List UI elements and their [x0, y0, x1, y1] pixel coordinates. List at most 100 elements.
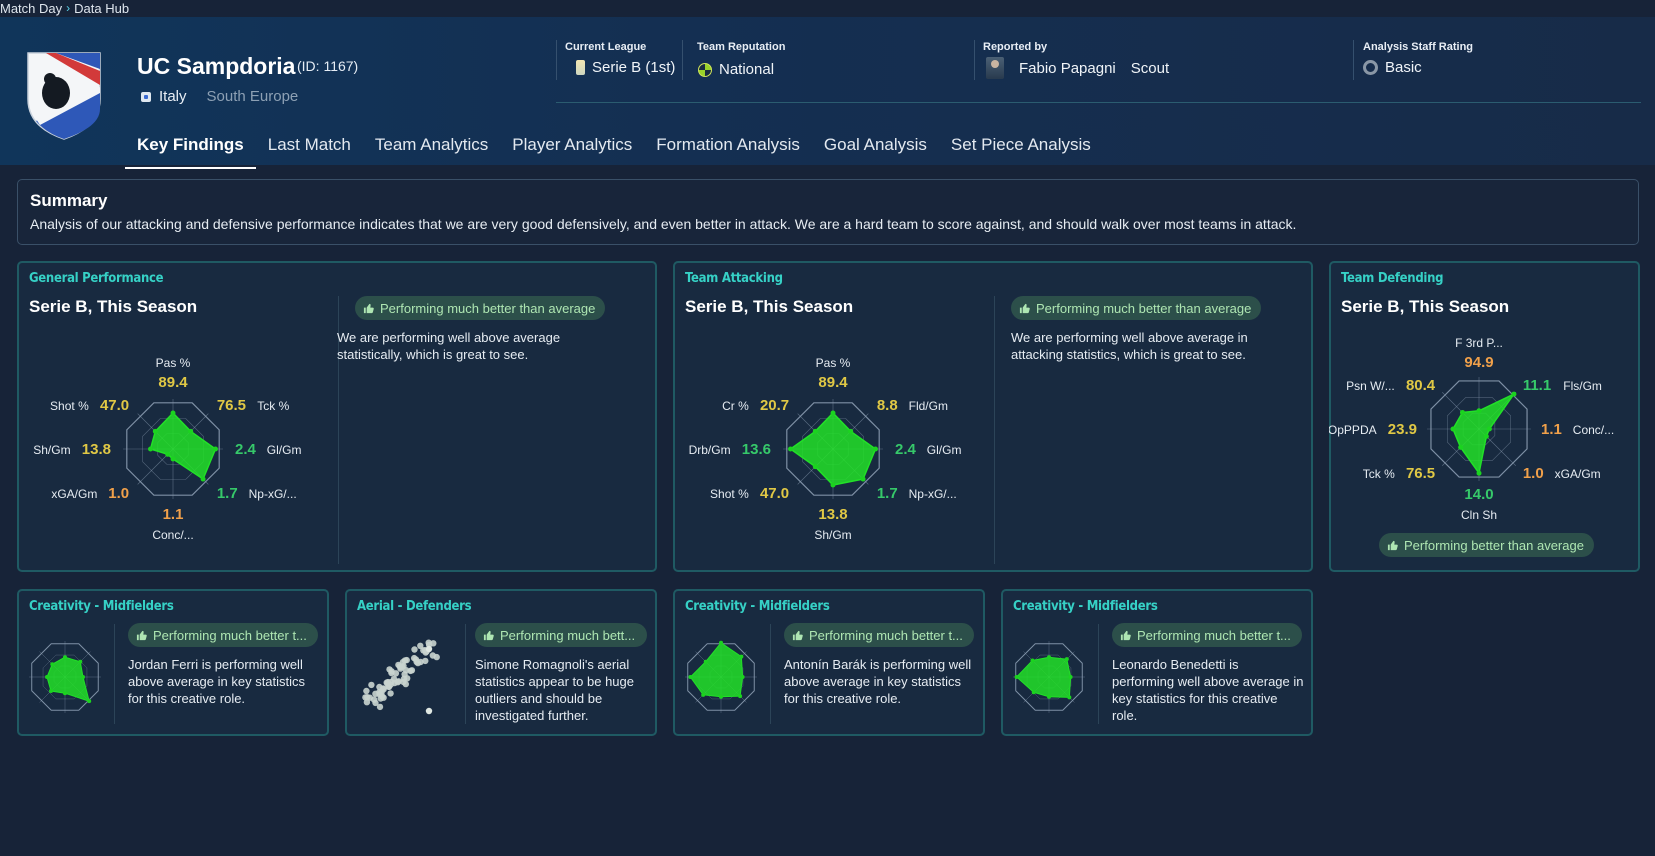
radar-axis-label: 2.4 Gl/Gm	[235, 441, 301, 458]
creativity-midfielders-card[interactable]: Creativity - Midfielders Performing much…	[17, 589, 329, 736]
scatter-point	[368, 681, 375, 689]
divider	[1353, 40, 1354, 80]
tab-set-piece-analysis[interactable]: Set Piece Analysis	[950, 135, 1091, 154]
card-title: Serie B, This Season	[685, 297, 854, 316]
divider	[974, 40, 975, 80]
axis-name: Shot %	[50, 399, 89, 413]
radar-data-point	[860, 476, 866, 482]
tab-last-match[interactable]: Last Match	[267, 135, 351, 154]
radar-axis-label: 11.1 Fls/Gm	[1523, 377, 1602, 394]
player-radar	[1013, 641, 1085, 713]
card-description: Leonardo Benedetti is performing well ab…	[1112, 657, 1304, 723]
scatter-point	[425, 707, 433, 715]
scatter-point	[384, 680, 391, 687]
country-name[interactable]: Italy	[159, 88, 187, 105]
current-league-label: Current League	[565, 41, 647, 53]
radar-data-point	[1030, 658, 1035, 663]
tab-team-analytics[interactable]: Team Analytics	[374, 135, 489, 154]
team-reputation-label: Team Reputation	[697, 41, 786, 53]
team-attacking-radar: Pas % 89.4 8.8 Fld/Gm 2.4 Gl/Gm 1.7 Np-xG/... Sh…	[689, 356, 962, 542]
radar-grid-ring	[1446, 396, 1512, 462]
radar-data-point	[719, 640, 723, 645]
radar-data-point	[740, 675, 745, 679]
divider	[682, 40, 683, 80]
league-name: Serie B (1st)	[592, 59, 676, 76]
creativity-midfielders-card[interactable]: Creativity - Midfielders Performing much…	[673, 589, 985, 736]
radar-axis-label: 1.1 Conc/...	[1541, 421, 1614, 438]
radar-data-point	[1483, 433, 1489, 439]
tab-player-analytics[interactable]: Player Analytics	[512, 135, 633, 154]
radar-data-point	[738, 694, 743, 699]
scatter-point	[376, 683, 383, 691]
performance-badge: Performing much better than average	[1011, 296, 1262, 320]
team-header: UC Sampdoria (ID: 1167) Italy South Euro…	[0, 17, 1655, 169]
tab-key-findings[interactable]: Key Findings	[125, 121, 256, 169]
radar-axis-label: 2.4 Gl/Gm	[895, 441, 961, 458]
region-name: South Europe	[206, 88, 299, 105]
radar-axis-label: 1.0 xGA/Gm	[1523, 465, 1601, 482]
radar-data-area	[789, 411, 877, 486]
card-description: Simone Romagnoli's aerial statistics app…	[475, 657, 634, 723]
aerial-defenders-card[interactable]: Aerial - Defenders Performing much bett.…	[345, 589, 657, 736]
breadcrumb-match-day[interactable]: Match Day	[0, 0, 63, 16]
axis-value: 1.1	[1541, 421, 1562, 438]
player-radar	[685, 640, 757, 713]
card-description: Jordan Ferri is performing well above av…	[128, 657, 306, 706]
general-performance-card[interactable]: General Performance Serie B, This Season…	[17, 261, 657, 572]
analysis-rating-value: Basic	[1363, 59, 1422, 76]
scatter-point	[380, 694, 387, 701]
axis-name: Fld/Gm	[909, 399, 948, 413]
axis-name: Np-xG/...	[249, 487, 297, 501]
divider	[994, 296, 995, 564]
tab-formation-analysis[interactable]: Formation Analysis	[656, 135, 800, 154]
team-defending-card[interactable]: Team Defending Serie B, This Season F 3r…	[1329, 261, 1640, 572]
scout-info[interactable]: Fabio Papagni Scout	[986, 57, 1169, 79]
radar-axis-label: 1.0 xGA/Gm	[51, 485, 129, 502]
axis-value: 2.4	[235, 441, 257, 458]
team-attacking-card[interactable]: Team Attacking Serie B, This Season Pas …	[673, 261, 1313, 572]
scatter-point	[391, 679, 398, 687]
tab-goal-analysis[interactable]: Goal Analysis	[823, 135, 927, 154]
radar-data-point	[1068, 675, 1073, 679]
radar-grid-ring	[1015, 643, 1083, 711]
axis-name: Gl/Gm	[927, 443, 962, 457]
axis-name: Pas %	[156, 356, 191, 370]
thumbs-up-icon	[1019, 303, 1030, 313]
axis-name: Tck %	[257, 399, 289, 413]
radar-data-area	[1015, 656, 1072, 698]
axis-name: OpPPDA	[1329, 423, 1377, 437]
divider	[556, 40, 557, 80]
creativity-midfielders-card[interactable]: Creativity - Midfielders Performing much…	[1001, 589, 1313, 736]
axis-name: Pas %	[816, 356, 851, 370]
scatter-point	[395, 661, 402, 669]
radar-data-point	[45, 675, 49, 679]
reported-by-label: Reported by	[983, 41, 1048, 53]
radar-data-point	[63, 655, 67, 660]
scatter-point	[425, 645, 433, 653]
axis-value: 11.1	[1523, 377, 1551, 394]
breadcrumb: Match Day › Data Hub	[0, 0, 129, 16]
breadcrumb-data-hub[interactable]: Data Hub	[74, 0, 130, 16]
radar-data-point	[170, 456, 176, 462]
axis-name: Shot %	[710, 487, 749, 501]
radar-data-point	[165, 451, 171, 457]
radar-data-point	[213, 446, 218, 452]
radar-axis-label: F 3rd P... 94.9	[1455, 336, 1503, 371]
current-league-value[interactable]: Serie B (1st)	[576, 59, 675, 76]
scatter-point	[402, 667, 410, 674]
radar-data-point	[1064, 657, 1069, 662]
radar-grid-ring	[42, 654, 88, 700]
scatter-point	[363, 687, 370, 695]
general-performance-radar: Pas % 89.4 76.5 Tck % 2.4 Gl/Gm 1.7 Np-xG/... Co…	[33, 356, 301, 542]
radar-data-point	[830, 482, 836, 488]
radar-axis-label: Conc/... 1.1	[152, 506, 193, 542]
axis-value: 76.5	[217, 397, 246, 414]
axis-name: Sh/Gm	[33, 443, 70, 457]
axis-name: Sh/Gm	[814, 528, 851, 542]
radar-axis-label: Pas % 89.4	[156, 356, 191, 391]
scatter-point	[417, 658, 424, 666]
summary-title: Summary	[30, 191, 108, 210]
radar-axis-label: 13.8 Sh/Gm	[33, 441, 111, 458]
team-nation: Italy South Europe	[141, 88, 298, 105]
axis-name: Fls/Gm	[1563, 379, 1602, 393]
